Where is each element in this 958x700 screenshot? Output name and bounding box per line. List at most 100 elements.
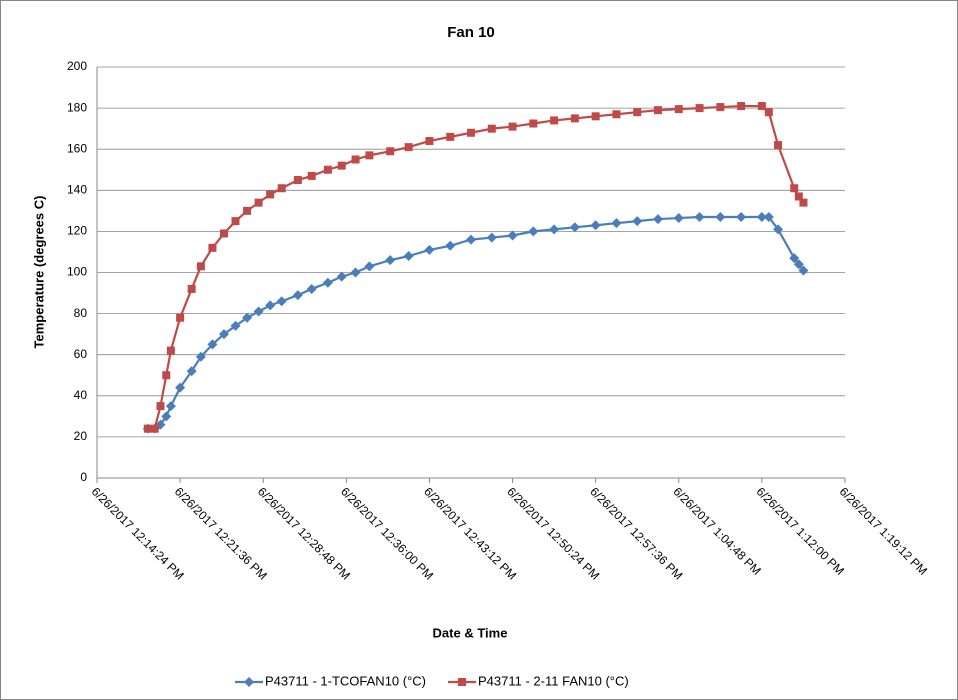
y-tick-label: 180: [67, 100, 87, 114]
marker: [425, 136, 434, 145]
marker: [187, 284, 196, 293]
marker: [466, 234, 476, 245]
marker: [385, 255, 396, 266]
marker: [549, 224, 560, 235]
marker: [487, 124, 496, 133]
marker: [231, 217, 240, 226]
marker: [756, 212, 767, 223]
marker: [737, 102, 746, 111]
x-axis-label: Date & Time: [433, 625, 508, 640]
marker: [458, 678, 467, 686]
y-axis-label: Temperature (degrees C): [31, 196, 46, 349]
marker: [694, 212, 705, 223]
y-tick-label: 200: [67, 59, 87, 73]
marker: [590, 220, 601, 231]
marker: [292, 290, 303, 301]
marker: [323, 165, 332, 174]
marker: [695, 104, 704, 113]
marker: [166, 346, 175, 355]
marker: [794, 192, 803, 201]
y-tick-label: 120: [67, 224, 87, 238]
y-tick-label: 100: [67, 265, 87, 279]
marker: [337, 161, 346, 170]
y-tick-label: 140: [67, 182, 87, 196]
marker: [715, 212, 726, 223]
legend-label: P43711 - 2-11 FAN10 (°C): [478, 673, 629, 688]
y-tick-label: 20: [74, 429, 88, 443]
marker: [403, 251, 414, 262]
marker: [764, 108, 773, 117]
marker: [244, 677, 254, 687]
marker: [156, 402, 165, 411]
marker: [799, 198, 808, 207]
marker: [365, 151, 374, 160]
marker: [230, 320, 241, 331]
marker: [633, 108, 642, 117]
marker: [529, 119, 538, 128]
marker: [789, 253, 800, 264]
marker: [632, 216, 643, 227]
marker: [654, 106, 662, 115]
marker: [143, 424, 152, 433]
marker: [162, 371, 171, 380]
marker: [242, 312, 253, 323]
marker: [175, 382, 186, 393]
marker: [207, 339, 218, 350]
chart-title: Fan 10: [447, 24, 495, 41]
marker: [306, 283, 317, 294]
marker: [716, 103, 725, 112]
marker: [277, 184, 286, 193]
marker: [351, 155, 360, 164]
marker: [364, 261, 375, 272]
marker: [774, 141, 783, 150]
marker: [507, 230, 518, 241]
marker: [591, 112, 600, 121]
marker: [243, 206, 252, 215]
marker: [176, 313, 185, 322]
marker: [208, 243, 217, 252]
marker: [653, 214, 663, 225]
marker: [195, 351, 206, 362]
marker: [165, 401, 176, 412]
marker: [773, 224, 784, 235]
y-tick-label: 40: [74, 388, 88, 402]
marker: [763, 212, 774, 223]
marker: [276, 296, 287, 307]
y-tick-label: 160: [67, 141, 87, 155]
marker: [322, 277, 333, 288]
marker: [673, 213, 684, 224]
marker: [445, 240, 456, 251]
marker: [196, 262, 205, 271]
marker: [404, 143, 413, 152]
marker: [219, 229, 228, 238]
marker: [253, 306, 264, 317]
marker: [254, 198, 263, 207]
marker: [161, 411, 172, 422]
marker: [612, 110, 621, 119]
marker: [293, 176, 302, 185]
marker: [265, 300, 276, 311]
marker: [757, 102, 766, 111]
marker: [674, 105, 683, 114]
marker: [528, 226, 539, 237]
marker: [386, 147, 395, 156]
marker: [798, 265, 809, 276]
y-tick-label: 0: [80, 470, 87, 484]
marker: [150, 424, 159, 433]
marker: [218, 329, 229, 340]
marker: [790, 184, 799, 193]
marker: [793, 259, 804, 270]
y-tick-label: 60: [74, 347, 88, 361]
marker: [467, 128, 475, 137]
marker: [266, 190, 275, 199]
marker: [508, 122, 517, 131]
y-tick-label: 80: [74, 306, 88, 320]
marker: [570, 114, 579, 123]
marker: [424, 244, 435, 255]
marker: [569, 222, 580, 233]
marker: [336, 271, 347, 282]
marker: [350, 267, 361, 278]
marker: [736, 212, 747, 223]
